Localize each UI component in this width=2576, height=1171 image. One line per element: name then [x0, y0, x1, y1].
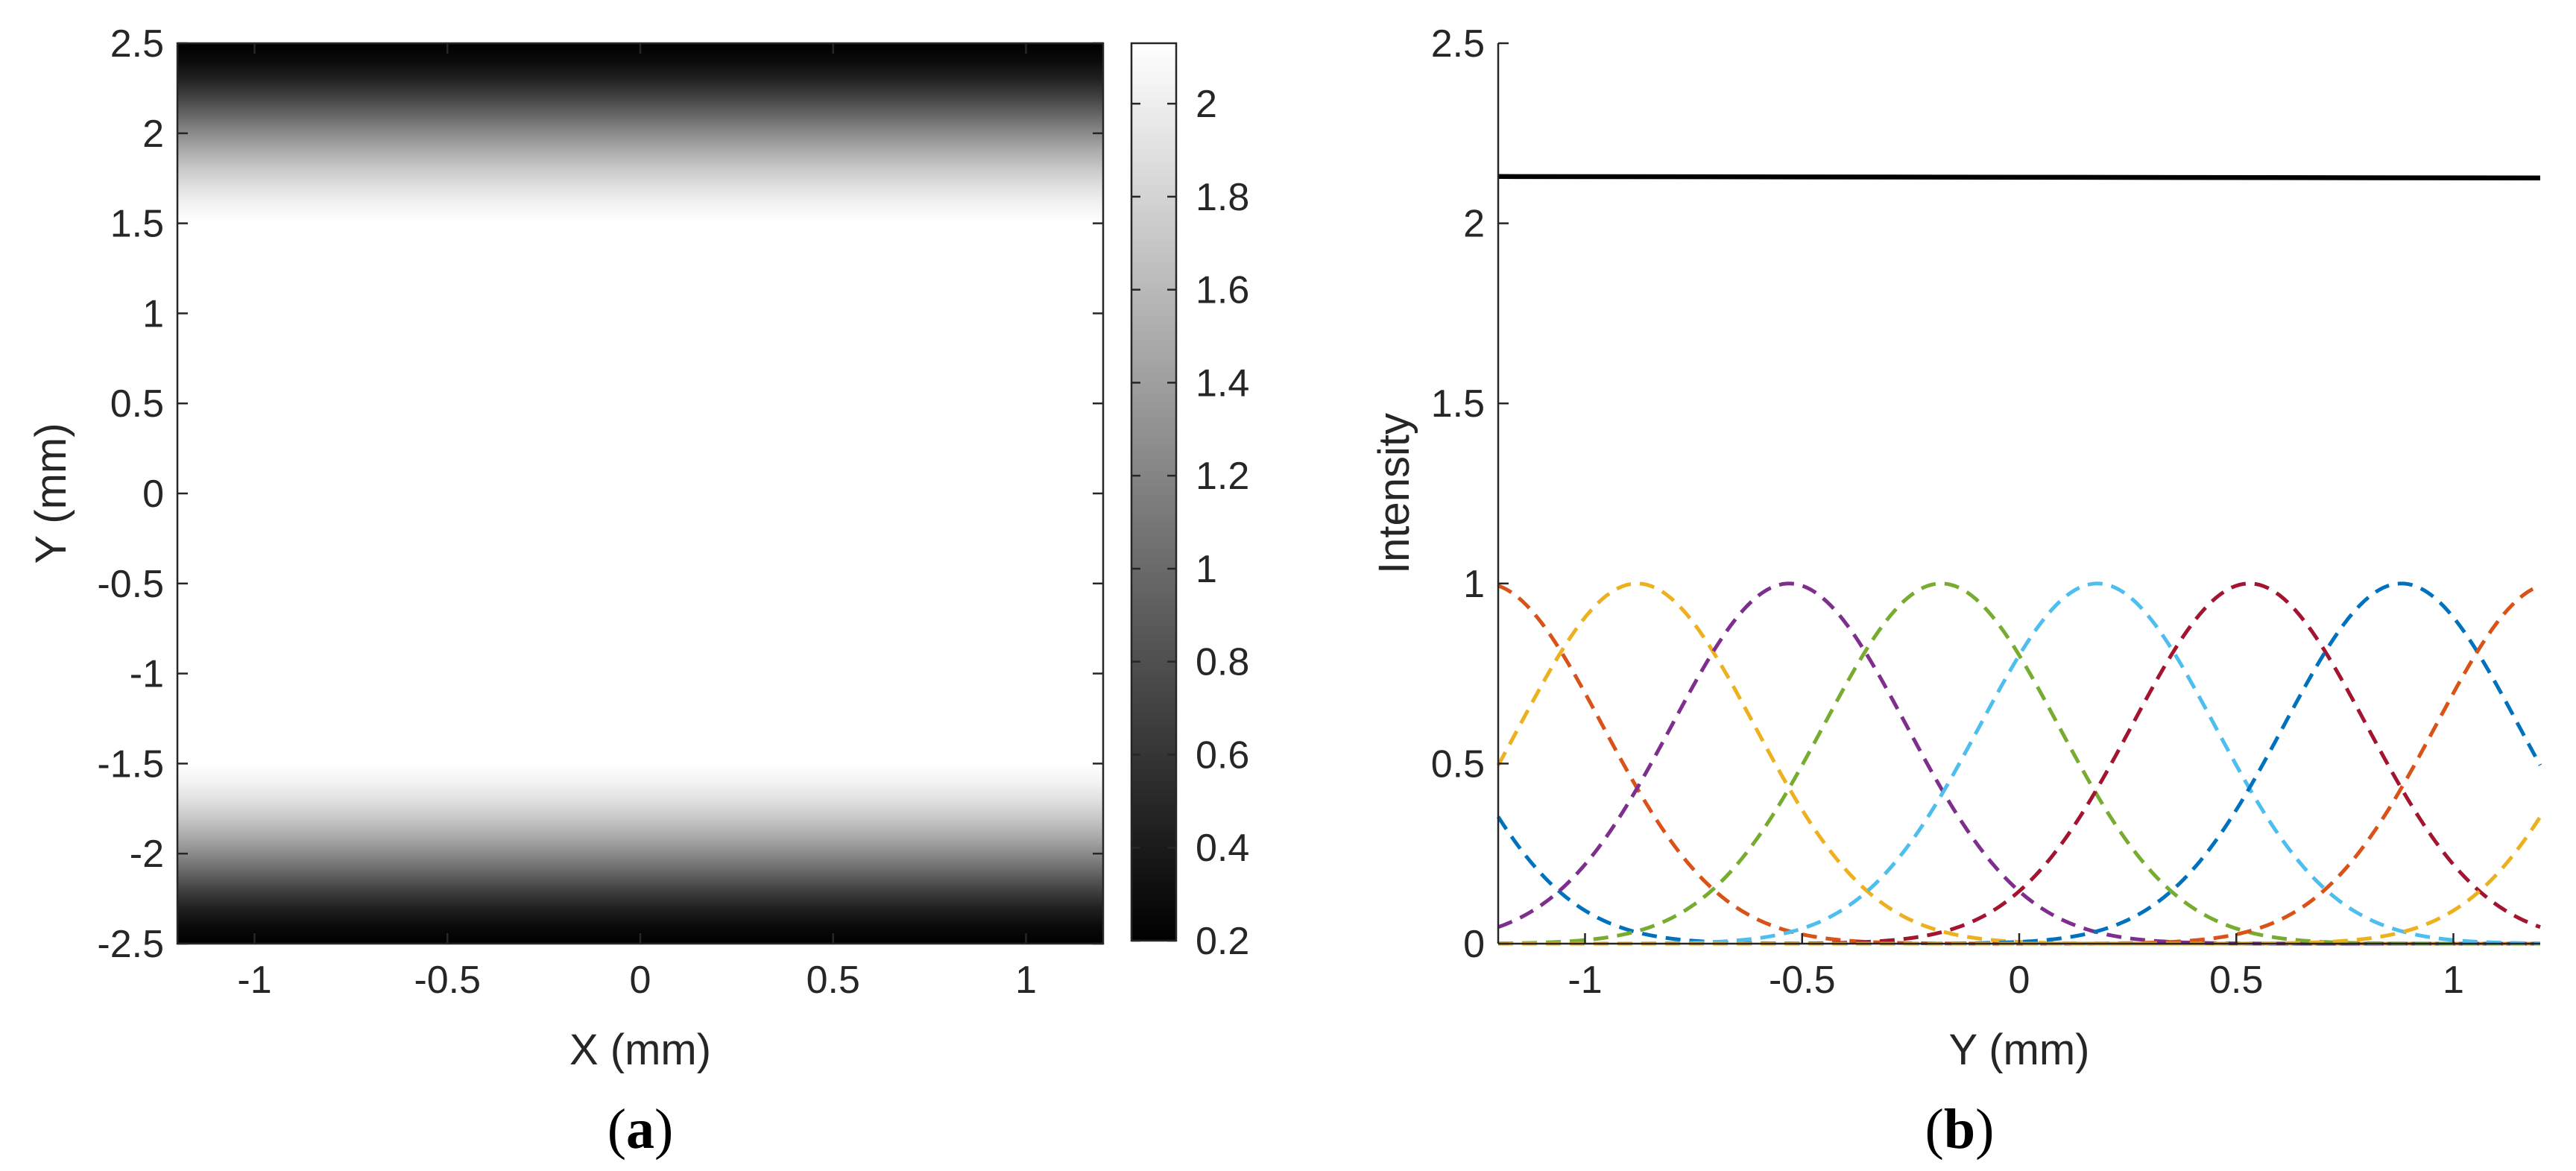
- beam-7-curve: [1498, 581, 2541, 946]
- caption-close-paren: ): [1975, 1098, 1994, 1161]
- line-plot-y-tick-label: 2: [1463, 203, 1485, 246]
- heatmap-y-tick-label: -1.5: [97, 742, 164, 786]
- line-plot-x-axis-label: Y (mm): [1948, 1026, 2089, 1074]
- heatmap-y-tick-label: 1.5: [110, 203, 164, 246]
- line-plot-x-tick-label: 0.5: [2209, 959, 2263, 1002]
- line-plot-y-tick-label: 2.5: [1431, 22, 1485, 66]
- heatmap-x-ticks: -1 -0.5 0 0.5 1: [237, 43, 1037, 1002]
- colorbar-tick-label: 1.6: [1196, 269, 1249, 312]
- colorbar-tick-label: 0.8: [1196, 641, 1249, 684]
- heatmap-y-axis-label: Y (mm): [27, 423, 75, 564]
- caption-close-paren: ): [654, 1098, 673, 1161]
- heatmap-y-tick-label: 2.5: [110, 22, 164, 66]
- colorbar-tick-label: 1.2: [1196, 455, 1249, 498]
- colorbar-tick-label: 1.4: [1196, 362, 1249, 405]
- panel-b-line-plot: -1 -0.5 0 0.5 1 0 0.5 1 1.5 2 2.5 Y (mm) Intensit…: [1370, 22, 2542, 1161]
- colorbar-image: [1131, 43, 1176, 941]
- heatmap-x-tick-label: 0: [630, 959, 651, 1002]
- heatmap-x-tick-label: 1: [1015, 959, 1037, 1002]
- heatmap-x-tick-label: 0.5: [806, 959, 860, 1002]
- colorbar-tick-label: 0.4: [1196, 827, 1249, 870]
- colorbar-tick-label: 1: [1196, 548, 1217, 591]
- colorbar-tick-label: 1.8: [1196, 176, 1249, 219]
- line-plot-x-tick-label: 0: [2009, 959, 2030, 1002]
- heatmap-y-tick-label: 0: [142, 473, 164, 516]
- total-intensity-line: [1497, 174, 2541, 181]
- panel-b-caption: (b): [1925, 1098, 1995, 1161]
- colorbar-ticks: 2 1.8 1.6 1.4 1.2 1 0.8 0.6 0.4 0.2: [1131, 83, 1249, 963]
- line-plot-x-ticks: -1 -0.5 0 0.5 1: [1568, 933, 2464, 1002]
- heatmap-y-tick-label: -2.5: [97, 923, 164, 966]
- colorbar-tick-label: 0.2: [1196, 920, 1249, 963]
- colorbar-tick-label: 0.6: [1196, 733, 1249, 777]
- line-plot-y-tick-label: 1: [1463, 563, 1485, 606]
- heatmap-y-tick-label: 2: [142, 113, 164, 156]
- beam-4-curve: [1497, 581, 2540, 946]
- caption-open-paren: (: [1925, 1098, 1944, 1161]
- caption-letter: b: [1944, 1098, 1975, 1161]
- heatmap-y-tick-label: 1: [142, 292, 164, 335]
- heatmap-y-tick-label: -1: [130, 653, 164, 696]
- line-plot-curves: [1496, 174, 2542, 946]
- heatmap-x-tick-label: -0.5: [414, 959, 481, 1002]
- heatmap-y-ticks: 2.5 2 1.5 1 0.5 0 -0.5 -1 -1.5 -2 -2.5: [97, 22, 1103, 966]
- heatmap-y-tick-label: 0.5: [110, 382, 164, 426]
- line-plot-y-ticks: 0 0.5 1 1.5 2 2.5: [1431, 22, 1509, 966]
- line-plot-y-axis-label: Intensity: [1370, 413, 1418, 574]
- panel-a-heatmap: -1 -0.5 0 0.5 1 2.5 2 1.5 1 0.5 0 -0.5 -1 -1.5 -2 -2.5…: [27, 22, 1249, 1161]
- heatmap-x-tick-label: -1: [237, 959, 271, 1002]
- heatmap-image: [177, 43, 1103, 944]
- colorbar-frame: [1130, 42, 1178, 942]
- line-plot-y-tick-label: 0.5: [1431, 742, 1485, 786]
- caption-open-paren: (: [607, 1098, 626, 1161]
- line-plot-x-tick-label: -0.5: [1769, 959, 1836, 1002]
- heatmap-y-tick-label: -0.5: [97, 563, 164, 606]
- panel-a-caption: (a): [607, 1098, 674, 1161]
- line-plot-y-tick-label: 1.5: [1431, 382, 1485, 426]
- heatmap-x-axis-label: X (mm): [569, 1026, 711, 1074]
- line-plot-x-tick-label: 1: [2443, 959, 2464, 1002]
- line-plot-y-tick-label: 0: [1463, 923, 1485, 966]
- beam-5-curve: [1497, 581, 2540, 946]
- colorbar-tick-label: 2: [1196, 83, 1217, 126]
- line-plot-x-tick-label: -1: [1568, 959, 1602, 1002]
- caption-letter: a: [626, 1098, 654, 1161]
- heatmap-y-tick-label: -2: [130, 833, 164, 876]
